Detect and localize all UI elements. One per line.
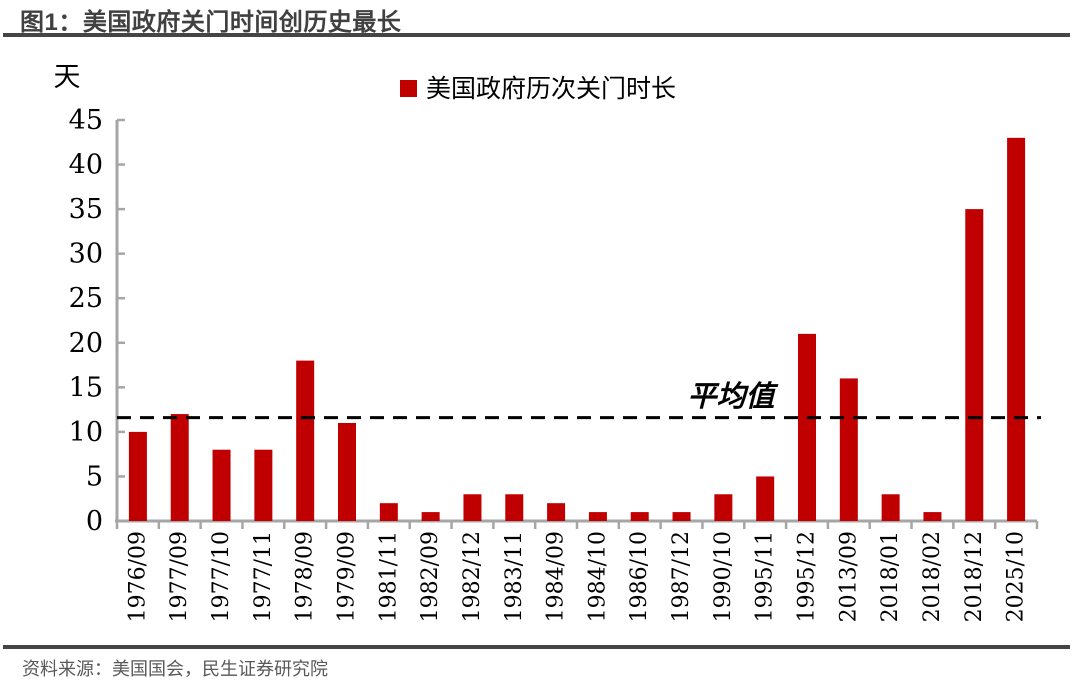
- shutdown-chart: 美国政府历次关门时长 天 0 5 10 15 20 25 30 35 40 45 1976/09 1977…: [54, 62, 1041, 622]
- bar-2018-02: [923, 512, 942, 521]
- legend-swatch: [400, 80, 417, 97]
- x-tick-label: 1976/09: [125, 531, 150, 622]
- x-tick-label: 1978/09: [293, 531, 318, 622]
- y-tick-label: 25: [69, 283, 103, 314]
- y-tick-label: 35: [69, 194, 103, 225]
- x-tick-label: 1995/12: [795, 531, 820, 622]
- y-tick-label: 20: [69, 328, 103, 359]
- x-tick-label: 1982/09: [418, 531, 443, 622]
- x-tick-label: 1995/11: [753, 531, 778, 622]
- x-tick-label: 1981/11: [376, 531, 401, 622]
- y-tick-label: 45: [69, 105, 103, 136]
- bar-1990-10: [714, 494, 733, 521]
- y-tick-label: 10: [69, 417, 103, 448]
- y-axis-unit-label: 天: [54, 62, 81, 93]
- x-tick-label: 1986/10: [627, 531, 652, 622]
- x-tick-label: 1984/10: [585, 531, 610, 622]
- x-tick-label: 1987/12: [669, 531, 694, 622]
- figure-title: 图1：美国政府关门时间创历史最长: [20, 9, 402, 36]
- bar-1982-09: [421, 512, 440, 521]
- bar-1986-10: [630, 512, 649, 521]
- x-tick-label: 1984/09: [544, 531, 569, 622]
- bar-1987-12: [672, 512, 691, 521]
- bar-1983-11: [505, 494, 524, 521]
- y-tick-label: 0: [86, 506, 103, 537]
- bar-2025-10: [1007, 137, 1026, 522]
- x-tick-label: 1990/10: [711, 531, 736, 622]
- bar-1977-11: [254, 449, 273, 521]
- x-tick-label: 1977/11: [251, 531, 276, 622]
- legend-label: 美国政府历次关门时长: [426, 74, 676, 103]
- x-tick-label: 1979/09: [335, 531, 360, 622]
- x-tick-label: 2018/12: [962, 531, 987, 622]
- bar-1979-09: [338, 422, 356, 521]
- average-line-label: 平均值: [687, 379, 778, 413]
- title-divider: [3, 33, 1070, 37]
- x-tick-label: 1977/09: [167, 531, 192, 622]
- bar-1984-10: [588, 512, 607, 521]
- bar-1995-11: [756, 476, 775, 521]
- x-tick-label: 1977/10: [209, 531, 234, 622]
- x-tick-label: 1983/11: [502, 531, 527, 622]
- bar-1981-11: [379, 503, 398, 521]
- y-tick-label: 15: [69, 372, 103, 403]
- bar-1995-12: [798, 333, 816, 521]
- x-tick-label: 2025/10: [1004, 531, 1029, 622]
- bar-1978-09: [296, 360, 315, 521]
- footer-divider: [3, 645, 1070, 649]
- bar-1982-12: [463, 494, 482, 521]
- y-tick-label: 40: [69, 150, 103, 181]
- bar-1977-10: [212, 449, 231, 521]
- source-note: 资料来源：美国国会，民生证券研究院: [22, 659, 328, 679]
- x-tick-label: 2018/02: [920, 531, 945, 622]
- y-tick-label: 30: [69, 239, 103, 270]
- bar-2018-01: [881, 494, 900, 521]
- x-tick-label: 2018/01: [878, 531, 903, 622]
- bar-1976-09: [128, 431, 147, 521]
- bar-2018-12: [965, 209, 984, 521]
- x-tick-label: 1982/12: [460, 531, 485, 622]
- y-tick-label: 5: [86, 461, 103, 492]
- bar-1977-09: [170, 414, 189, 521]
- bar-1984-09: [547, 503, 566, 521]
- x-tick-label: 2013/09: [836, 531, 861, 622]
- bar-2013-09: [839, 378, 858, 521]
